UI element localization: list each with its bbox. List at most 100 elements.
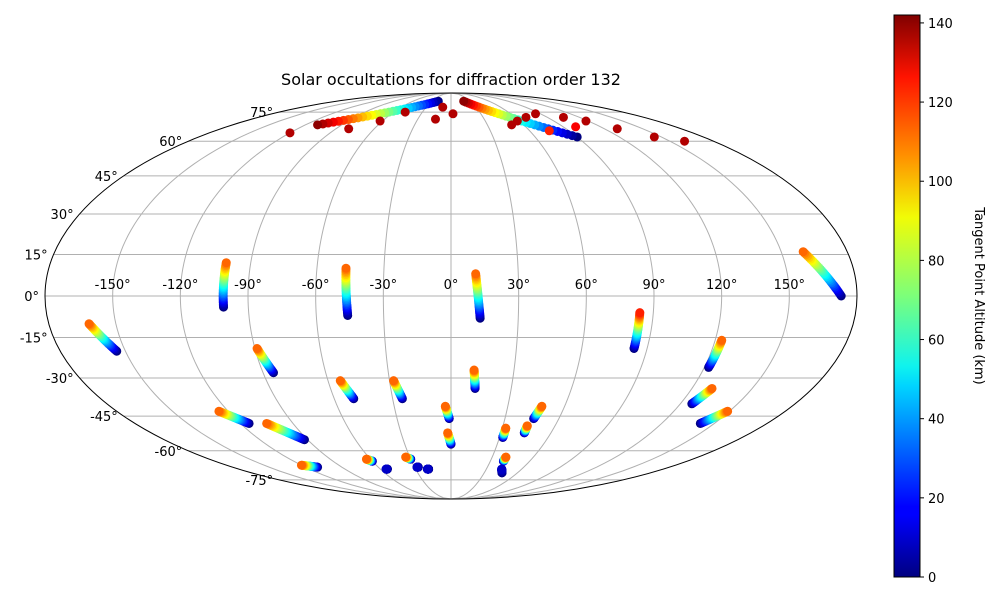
data-point <box>221 258 231 268</box>
data-point <box>252 344 262 353</box>
occultation-track <box>695 406 733 428</box>
occultation-track <box>529 401 547 424</box>
data-point <box>521 112 531 122</box>
colorbar-tick-label: 80 <box>928 254 945 269</box>
longitude-tick-label: -90° <box>234 278 262 293</box>
grid-meridian <box>382 93 452 499</box>
data-point <box>412 462 422 472</box>
data-point <box>612 124 622 134</box>
latitude-tick-label: -30° <box>46 372 74 387</box>
data-point <box>497 464 507 474</box>
data-point <box>717 335 727 345</box>
longitude-tick-label: 30° <box>507 278 530 293</box>
occultation-track <box>798 247 846 301</box>
data-point <box>214 406 224 416</box>
longitude-tick-label: 120° <box>706 278 737 293</box>
latitude-tick-labels: -75° -60° -45° -30° -15° 0° 15° 30° 45° 60° 75° <box>20 106 273 489</box>
colorbar-tick-label: 0 <box>928 571 936 586</box>
colorbar-tick-label: 140 <box>928 17 953 32</box>
occultation-track <box>341 263 353 320</box>
occultation-track <box>361 454 377 466</box>
occultation-track <box>84 319 122 356</box>
data-point <box>262 418 272 428</box>
latitude-tick-label: 30° <box>51 208 74 223</box>
occultation-track <box>389 376 407 404</box>
data-point <box>471 269 481 279</box>
longitude-tick-label: 0° <box>444 278 459 293</box>
data-point <box>341 263 351 273</box>
colorbar-tick-label: 60 <box>928 334 945 349</box>
grid-meridian <box>315 93 452 499</box>
occultation-track <box>422 464 434 474</box>
data-point <box>459 96 469 106</box>
data-point <box>401 452 411 462</box>
latitude-tick-label: 15° <box>25 248 48 263</box>
grid-meridian <box>450 93 790 499</box>
occultation-track <box>498 423 511 442</box>
data-point <box>375 116 385 126</box>
chart-title: Solar occultations for diffraction order… <box>281 70 621 89</box>
grid-meridian <box>450 93 723 499</box>
colorbar-tick-label: 40 <box>928 413 945 428</box>
grid-meridian <box>179 93 452 499</box>
data-point <box>707 383 717 393</box>
occultation-track <box>401 452 416 464</box>
occultation-track <box>252 344 278 378</box>
data-point <box>84 319 94 329</box>
latitude-tick-label: 0° <box>24 290 39 305</box>
occultation-track <box>469 365 480 393</box>
latitude-tick-label: -75° <box>245 474 273 489</box>
globe-outline <box>44 92 858 500</box>
data-point <box>512 116 522 126</box>
data-point <box>443 428 453 438</box>
colorbar-tick-label: 20 <box>928 492 945 507</box>
longitude-tick-label: 150° <box>774 278 805 293</box>
colorbar-ticks: 0 20 40 60 80 100 120 140 <box>920 17 953 586</box>
data-point <box>571 122 581 132</box>
occultation-track <box>440 401 454 424</box>
data-point <box>430 114 440 124</box>
data-point <box>501 452 511 462</box>
data-point <box>389 376 399 386</box>
occultation-track <box>262 418 309 445</box>
data-point <box>440 401 450 411</box>
data-point <box>581 116 591 126</box>
longitude-tick-label: -60° <box>302 278 330 293</box>
latitude-tick-label: 45° <box>95 170 118 185</box>
data-point <box>296 460 306 470</box>
occultation-track <box>218 258 231 312</box>
data-point <box>522 421 532 431</box>
graticule <box>45 93 857 499</box>
data-point <box>537 401 547 411</box>
longitude-tick-label: -120° <box>162 278 198 293</box>
data-point <box>501 423 511 433</box>
latitude-tick-label: -60° <box>155 445 183 460</box>
data-point <box>649 132 659 142</box>
grid-meridian <box>450 93 655 499</box>
occultation-track <box>497 464 507 478</box>
data-point <box>469 365 479 375</box>
grid-meridian <box>247 93 452 499</box>
occultation-track <box>296 460 323 472</box>
data-point <box>422 464 432 474</box>
grid-meridian <box>450 93 520 499</box>
latitude-tick-label: -15° <box>20 332 48 347</box>
data-point <box>335 376 345 386</box>
grid-meridian <box>450 93 587 499</box>
latitude-tick-label: 75° <box>250 106 273 121</box>
data-point <box>400 107 410 117</box>
data-point <box>798 247 808 257</box>
data-point <box>558 112 568 122</box>
occultation-track <box>687 383 717 409</box>
latitude-tick-label: -45° <box>90 410 118 425</box>
data-point <box>381 464 391 474</box>
data-point <box>531 109 541 119</box>
occultation-track <box>519 421 532 438</box>
longitude-tick-label: -30° <box>369 278 397 293</box>
data-point <box>448 109 458 119</box>
latitude-tick-label: 60° <box>159 135 182 150</box>
longitude-tick-labels: -150° -120° -90° -60° -30° 0° 30° 60° 90° 120° 150… <box>95 278 805 293</box>
occultation-track <box>629 308 645 353</box>
data-point <box>285 128 295 138</box>
data-point <box>344 124 354 134</box>
